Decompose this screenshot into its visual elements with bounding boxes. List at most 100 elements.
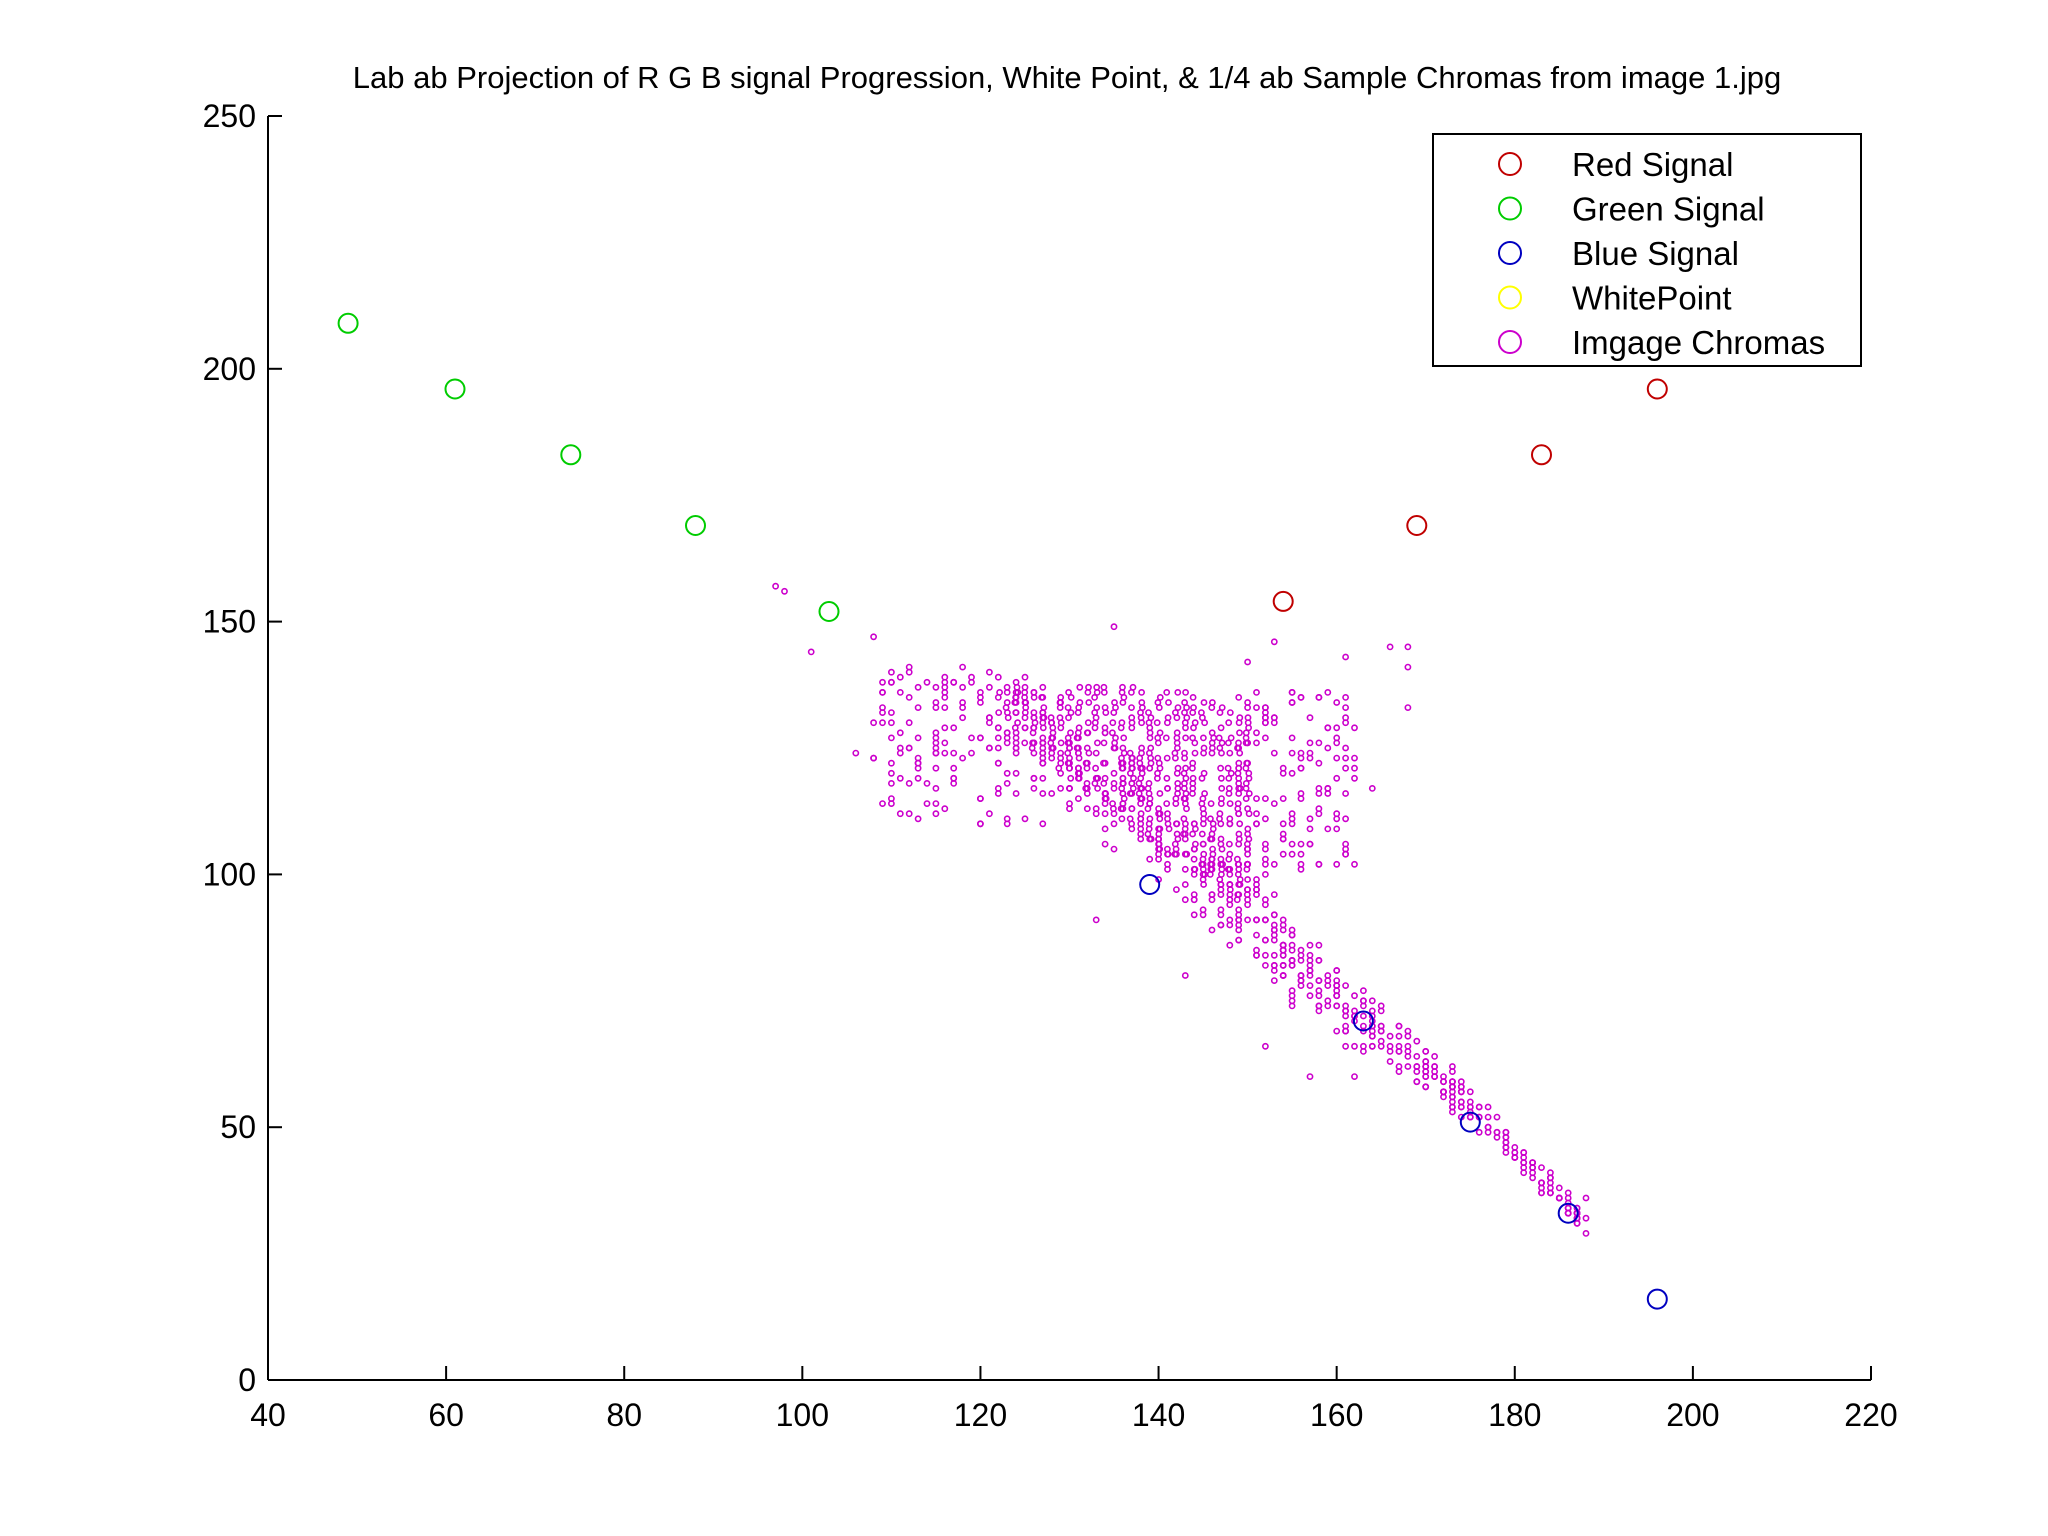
chroma-point bbox=[1156, 694, 1164, 701]
chroma-point bbox=[1262, 734, 1269, 742]
chroma-point bbox=[1112, 734, 1119, 742]
chroma-point bbox=[1174, 764, 1182, 772]
chroma-point bbox=[1147, 714, 1155, 722]
chroma-point bbox=[888, 719, 895, 727]
chroma-point bbox=[914, 683, 922, 691]
chroma-point bbox=[1181, 699, 1188, 706]
chroma-point bbox=[1253, 876, 1260, 883]
chroma-point bbox=[914, 774, 922, 782]
chroma-point bbox=[1511, 1149, 1519, 1156]
chroma-point bbox=[1306, 982, 1314, 989]
chroma-point bbox=[1306, 739, 1314, 747]
chroma-point bbox=[1218, 795, 1225, 802]
chroma-point bbox=[1200, 699, 1208, 706]
chroma-point bbox=[1555, 1184, 1563, 1192]
chroma-point bbox=[994, 759, 1002, 767]
chroma-point bbox=[1449, 1088, 1456, 1096]
chroma-point bbox=[1253, 886, 1260, 893]
chroma-point bbox=[968, 734, 975, 742]
signal-point bbox=[1459, 1111, 1481, 1133]
chroma-point bbox=[932, 739, 940, 747]
chroma-point bbox=[977, 795, 984, 802]
chroma-point bbox=[1404, 704, 1412, 711]
chroma-point bbox=[1235, 810, 1243, 818]
chroma-point bbox=[1475, 1103, 1483, 1111]
chroma-point bbox=[1180, 815, 1188, 823]
chroma-point bbox=[1100, 739, 1108, 747]
chroma-point bbox=[1128, 790, 1136, 797]
chroma-point bbox=[905, 663, 913, 671]
chroma-point bbox=[1262, 936, 1269, 944]
chroma-point bbox=[1145, 709, 1152, 716]
x-tick-label: 100 bbox=[776, 1397, 829, 1433]
chroma-point bbox=[1262, 951, 1269, 959]
chroma-point bbox=[1245, 769, 1253, 777]
signal-point bbox=[1646, 1288, 1668, 1310]
chroma-point bbox=[1101, 825, 1109, 833]
chroma-point bbox=[977, 820, 984, 828]
chroma-point bbox=[1200, 734, 1207, 742]
chroma-point bbox=[1466, 1103, 1474, 1111]
y-tick-label: 50 bbox=[220, 1109, 256, 1145]
chroma-point bbox=[1227, 734, 1235, 742]
chroma-point bbox=[1066, 785, 1073, 792]
chroma-point bbox=[1199, 871, 1207, 878]
chroma-point bbox=[1119, 780, 1127, 787]
chroma-point bbox=[1174, 689, 1182, 696]
chroma-point bbox=[1012, 694, 1020, 701]
chroma-point bbox=[1012, 790, 1020, 797]
chroma-point bbox=[1306, 840, 1314, 848]
chroma-point bbox=[1253, 704, 1260, 711]
chroma-point bbox=[1404, 663, 1412, 671]
chroma-point bbox=[1154, 769, 1161, 777]
chroma-point bbox=[1333, 699, 1341, 706]
chroma-point bbox=[1217, 860, 1225, 868]
chroma-point bbox=[1075, 795, 1082, 802]
chroma-point bbox=[1360, 997, 1367, 1005]
chroma-point bbox=[1021, 699, 1029, 706]
chroma-point bbox=[1156, 729, 1164, 737]
chroma-point bbox=[1520, 1149, 1528, 1156]
chroma-point bbox=[994, 673, 1002, 681]
chroma-point bbox=[1279, 769, 1287, 777]
chroma-point bbox=[1182, 764, 1189, 772]
chroma-point bbox=[879, 678, 886, 686]
chroma-point bbox=[950, 764, 958, 772]
chroma-point bbox=[1128, 704, 1135, 711]
chroma-point bbox=[1226, 800, 1234, 807]
chroma-point bbox=[1207, 815, 1214, 823]
chroma-point bbox=[1333, 810, 1341, 818]
signal-point bbox=[1406, 515, 1428, 536]
chroma-point bbox=[1297, 982, 1305, 989]
chroma-point bbox=[968, 673, 975, 681]
chroma-point bbox=[1138, 689, 1145, 696]
chroma-point bbox=[888, 800, 895, 807]
chroma-point bbox=[1164, 860, 1171, 868]
chroma-point bbox=[1324, 724, 1332, 732]
chroma-point bbox=[1217, 911, 1225, 919]
signal-point bbox=[1531, 444, 1552, 466]
chroma-point bbox=[1101, 840, 1109, 848]
chroma-point bbox=[1146, 855, 1154, 863]
chroma-point bbox=[1270, 926, 1278, 934]
chroma-point bbox=[1360, 1022, 1367, 1030]
chroma-point bbox=[994, 694, 1002, 701]
chroma-point bbox=[1279, 941, 1287, 949]
chroma-point bbox=[1216, 810, 1224, 818]
chroma-point bbox=[1137, 764, 1145, 772]
chroma-point bbox=[1582, 1214, 1590, 1222]
chroma-point bbox=[1520, 1164, 1528, 1171]
chroma-point bbox=[1146, 835, 1154, 843]
chroma-point bbox=[1110, 845, 1118, 853]
chroma-point bbox=[1164, 714, 1172, 722]
chroma-point bbox=[1306, 754, 1314, 762]
chroma-point bbox=[1270, 891, 1278, 898]
chroma-point bbox=[941, 805, 949, 813]
chroma-point bbox=[1253, 795, 1260, 802]
chroma-point bbox=[1235, 744, 1243, 752]
signal-point bbox=[818, 601, 840, 622]
chroma-point bbox=[1466, 1088, 1474, 1096]
chroma-point bbox=[1181, 850, 1189, 858]
y-tick-label: 250 bbox=[203, 98, 256, 134]
chroma-point bbox=[1101, 800, 1109, 807]
